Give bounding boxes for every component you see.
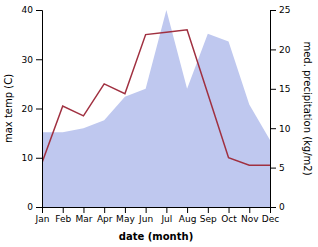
tick: 10 xyxy=(22,153,42,163)
tick-mark xyxy=(270,10,276,11)
tick-label: Nov xyxy=(241,214,259,224)
tick-mark xyxy=(83,207,84,213)
tick-mark xyxy=(229,207,230,213)
tick-mark xyxy=(125,207,126,213)
tick: 5 xyxy=(270,163,285,173)
tick-mark xyxy=(270,49,276,50)
tick-mark xyxy=(36,10,42,11)
chart: JanFebMarAprMayJunJulAugSepOctNovDec0102… xyxy=(0,0,318,247)
tick: Nov xyxy=(241,207,259,224)
tick-label: 40 xyxy=(22,5,34,15)
tick: 10 xyxy=(270,124,291,134)
tick-mark xyxy=(36,158,42,159)
tick: 0 xyxy=(270,202,285,212)
precipitation-area xyxy=(42,10,270,207)
tick-label: Jul xyxy=(160,214,172,224)
tick-label: Jan xyxy=(35,214,50,224)
tick: 25 xyxy=(270,5,290,15)
tick-label: Aug xyxy=(179,214,197,224)
tick-label: May xyxy=(116,214,135,224)
y-axis-title: max temp (C) xyxy=(3,74,14,143)
tick-label: Sep xyxy=(200,214,217,224)
tick-mark xyxy=(208,207,209,213)
tick: Oct xyxy=(221,207,237,224)
tick-mark xyxy=(270,168,276,169)
tick: Apr xyxy=(97,207,113,224)
tick: Aug xyxy=(179,207,197,224)
tick-mark xyxy=(270,89,276,90)
tick-label: 30 xyxy=(22,55,34,65)
tick-mark xyxy=(166,207,167,213)
axis-line xyxy=(43,208,271,214)
tick-label: 0 xyxy=(279,202,285,212)
tick-mark xyxy=(146,207,147,213)
tick: 20 xyxy=(22,104,42,114)
tick-label: 10 xyxy=(279,124,291,134)
tick-label: Mar xyxy=(75,214,92,224)
tick-label: Jun xyxy=(138,214,153,224)
x-axis: Jan Feb Mar AprMayJun Jul AugSep Oct NovDec xyxy=(35,207,280,224)
tick-label: 5 xyxy=(279,163,285,173)
tick: Sep xyxy=(200,207,217,224)
tick: Dec xyxy=(262,207,279,224)
tick: Jun xyxy=(138,207,153,224)
tick: Jul xyxy=(160,207,172,224)
y2-axis: 0 5 10 15 20 25 xyxy=(270,5,291,212)
temperature-line xyxy=(42,30,270,165)
tick: May xyxy=(116,207,135,224)
marks xyxy=(42,10,270,207)
tick-mark xyxy=(104,207,105,213)
tick-label: 20 xyxy=(22,104,34,114)
plot: JanFebMarAprMayJunJulAugSepOctNovDec0102… xyxy=(3,5,313,242)
tick-label: 15 xyxy=(279,84,290,94)
tick-label: Dec xyxy=(262,214,279,224)
tick: 15 xyxy=(270,84,290,94)
tick-mark xyxy=(36,59,42,60)
tick-mark xyxy=(36,207,42,208)
tick: Jan xyxy=(35,207,50,224)
x-axis-title: date (month) xyxy=(119,231,193,242)
y-axis: 0 10 20 30 40 xyxy=(22,5,43,212)
tick: Feb xyxy=(55,207,71,224)
tick-label: 20 xyxy=(279,45,291,55)
tick-label: Feb xyxy=(55,214,71,224)
tick: 20 xyxy=(270,45,291,55)
tick-mark xyxy=(187,207,188,213)
tick-label: Oct xyxy=(221,214,237,224)
tick: 30 xyxy=(22,55,42,65)
tick-label: 0 xyxy=(27,202,33,212)
tick-mark xyxy=(270,128,276,129)
tick: Mar xyxy=(75,207,92,224)
tick-mark xyxy=(36,109,42,110)
tick-mark xyxy=(63,207,64,213)
tick: 0 xyxy=(27,202,42,212)
axis-line xyxy=(271,11,277,208)
tick: 40 xyxy=(22,5,42,15)
tick-label: 25 xyxy=(279,5,290,15)
tick-mark xyxy=(270,207,276,208)
tick-mark xyxy=(249,207,250,213)
tick-label: 10 xyxy=(22,153,34,163)
tick-label: Apr xyxy=(97,214,113,224)
y2-axis-title: med. precipitation (kg/m2) xyxy=(302,41,313,175)
axis-line xyxy=(36,11,43,208)
